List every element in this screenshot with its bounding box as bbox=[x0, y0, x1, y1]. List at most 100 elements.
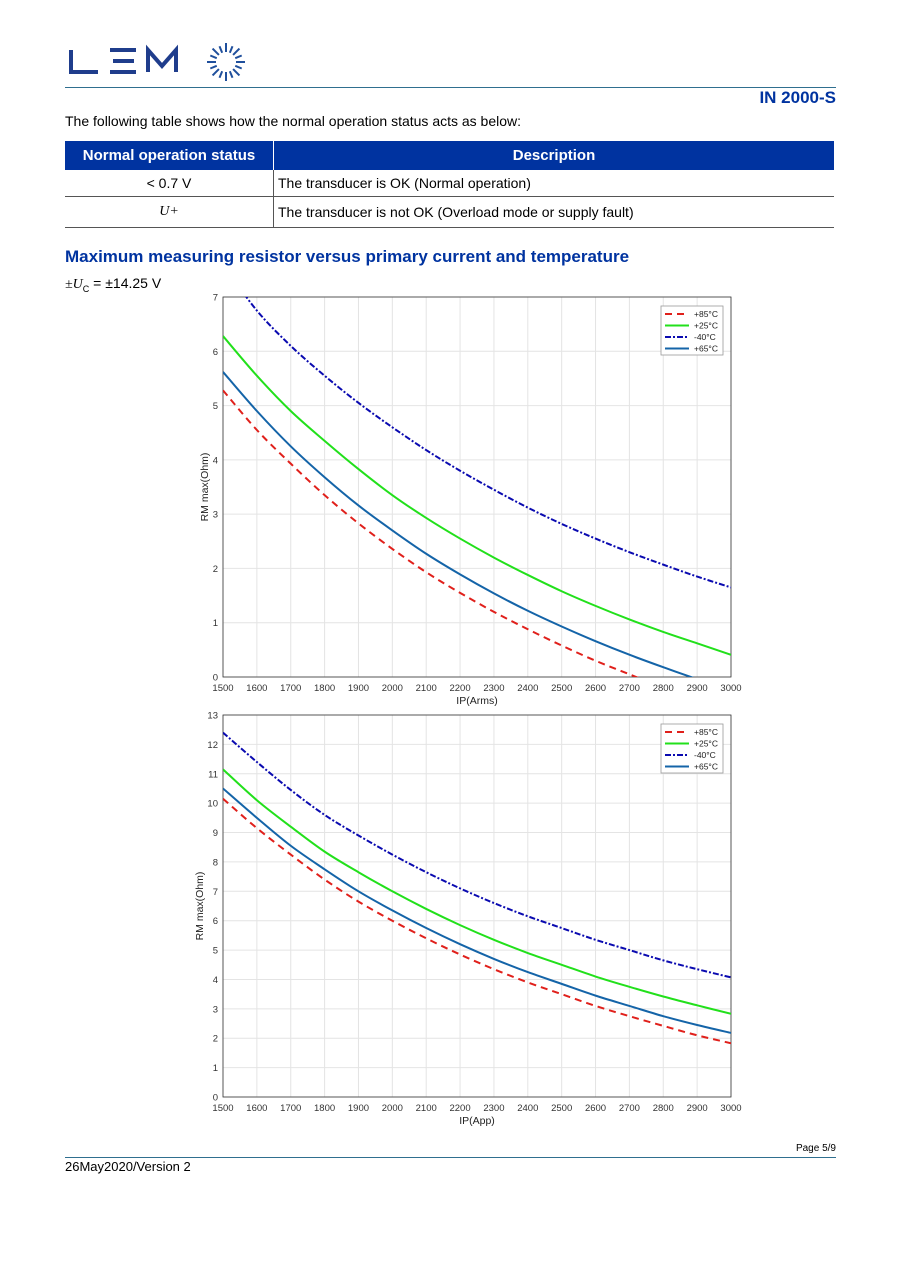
series-line-85C bbox=[223, 797, 731, 1045]
x-tick-label: 2300 bbox=[483, 1103, 504, 1114]
y-tick-label: 7 bbox=[213, 293, 218, 304]
page-number: Page 5/9 bbox=[795, 1143, 836, 1154]
plot-frame bbox=[222, 714, 732, 1098]
x-tick-label: 2700 bbox=[619, 683, 640, 694]
y-tick-label: 2 bbox=[213, 564, 218, 575]
x-tick-label: 2500 bbox=[551, 1103, 572, 1114]
y-tick-label: 6 bbox=[213, 916, 218, 927]
document-id: IN 2000-S bbox=[759, 88, 836, 107]
legend-label: +25°C bbox=[694, 739, 718, 749]
y-tick-label: 4 bbox=[213, 455, 218, 466]
x-tick-label: 2800 bbox=[653, 1103, 674, 1114]
y-tick-label: 10 bbox=[207, 799, 218, 810]
x-tick-label: 2900 bbox=[687, 1103, 708, 1114]
x-tick-label: 2700 bbox=[619, 1103, 640, 1114]
supply-symbol: ±U bbox=[65, 277, 83, 292]
logo-sun-ray bbox=[218, 45, 224, 54]
legend-label: -40°C bbox=[694, 750, 716, 760]
y-tick-label: 8 bbox=[213, 857, 218, 868]
y-axis-label: RM max(Ohm) bbox=[194, 872, 206, 941]
x-tick-label: 1700 bbox=[280, 1103, 301, 1114]
supply-value: = ±14.25 V bbox=[89, 275, 162, 291]
status-cell: U+ bbox=[65, 196, 274, 228]
legend-label: +65°C bbox=[694, 762, 718, 772]
logo-sun-ray bbox=[209, 64, 218, 70]
x-tick-label: 1500 bbox=[212, 1103, 233, 1114]
chart-rm-vs-ip-rms: 1500 1600 1700 1800 1900 2000 2100 2200 2300 2400… bbox=[199, 293, 742, 708]
x-tick-label: 2600 bbox=[585, 683, 606, 694]
series-line-25C bbox=[223, 768, 731, 1015]
y-tick-label: 6 bbox=[213, 347, 218, 358]
lem-logo bbox=[68, 42, 248, 89]
y-tick-label: 7 bbox=[213, 887, 218, 898]
x-tick-label: 1800 bbox=[314, 1103, 335, 1114]
table-row: < 0.7 V The transducer is OK (Normal oper… bbox=[65, 170, 834, 197]
series-line--40C bbox=[245, 297, 731, 589]
y-tick-label: 9 bbox=[213, 828, 218, 839]
x-tick-label: 3000 bbox=[720, 1103, 741, 1114]
x-tick-label: 2500 bbox=[551, 683, 572, 694]
x-tick-label: 2900 bbox=[687, 683, 708, 694]
logo-sun-ray bbox=[228, 70, 234, 79]
legend: +85°C +25°C-40°C +65°C bbox=[660, 305, 724, 356]
header-description: Description bbox=[273, 141, 834, 170]
intro-text: The following table shows how the normal… bbox=[65, 113, 522, 129]
header-status: Normal operation status bbox=[65, 141, 274, 170]
x-axis-label: IP(App) bbox=[459, 1115, 495, 1127]
series-line-25C bbox=[223, 335, 731, 656]
x-tick-label: 1800 bbox=[314, 683, 335, 694]
series-group bbox=[223, 297, 731, 677]
legend-label: -40°C bbox=[694, 332, 716, 342]
legend-label: +65°C bbox=[694, 344, 718, 354]
series-line-85C bbox=[223, 389, 639, 677]
y-tick-label: 5 bbox=[213, 946, 218, 957]
x-tick-label: 2600 bbox=[585, 1103, 606, 1114]
x-tick-label: 2400 bbox=[517, 1103, 538, 1114]
logo-sun-ray bbox=[234, 64, 243, 70]
series-line-65C bbox=[223, 787, 731, 1034]
x-tick-label: 2000 bbox=[382, 1103, 403, 1114]
y-tick-label: 2 bbox=[213, 1034, 218, 1045]
series-group bbox=[223, 731, 731, 1045]
section-title: Maximum measuring resistor versus primar… bbox=[65, 247, 630, 266]
chart-rm-vs-ip-peak: 1500 1600 1700 1800 1900 2000 2100 2200 2300 2400… bbox=[194, 711, 742, 1128]
table-row: U+ The transducer is not OK (Overload mod… bbox=[65, 196, 834, 228]
legend-label: +25°C bbox=[694, 321, 718, 331]
x-tick-label: 2200 bbox=[449, 1103, 470, 1114]
x-tick-label: 2100 bbox=[416, 683, 437, 694]
logo-sun-ray bbox=[211, 68, 220, 77]
description-cell: The transducer is OK (Normal operation) bbox=[273, 170, 834, 197]
x-tick-label: 2400 bbox=[517, 683, 538, 694]
legend: +85°C +25°C-40°C +65°C bbox=[660, 723, 724, 774]
description-cell: The transducer is not OK (Overload mode … bbox=[273, 196, 834, 228]
y-axis-label: RM max(Ohm) bbox=[199, 453, 211, 522]
y-tick-label: 3 bbox=[213, 1004, 218, 1015]
x-tick-label: 2300 bbox=[483, 683, 504, 694]
logo-sun-ray bbox=[232, 68, 241, 77]
x-tick-label: 1500 bbox=[212, 683, 233, 694]
legend-label: +85°C bbox=[694, 309, 718, 319]
series-line--40C bbox=[223, 731, 731, 979]
y-tick-label: 12 bbox=[207, 740, 218, 751]
x-tick-label: 1600 bbox=[246, 1103, 267, 1114]
y-tick-label: 11 bbox=[208, 769, 218, 780]
status-cell: < 0.7 V bbox=[65, 170, 274, 197]
supply-voltage: ±UC = ±14.25 V bbox=[65, 275, 161, 294]
y-tick-label: 4 bbox=[213, 975, 218, 986]
logo-sun-ray bbox=[228, 45, 234, 54]
y-tick-label: 3 bbox=[213, 510, 218, 521]
supply-subscript: C bbox=[82, 283, 90, 294]
plot-frame bbox=[222, 296, 732, 678]
x-tick-label: 2800 bbox=[653, 683, 674, 694]
y-tick-label: 5 bbox=[213, 401, 218, 412]
legend-label: +85°C bbox=[694, 727, 718, 737]
x-tick-label: 1900 bbox=[348, 683, 369, 694]
x-tick-label: 2000 bbox=[382, 683, 403, 694]
x-tick-label: 2200 bbox=[449, 683, 470, 694]
x-axis-label: IP(Arms) bbox=[456, 695, 497, 707]
status-table: Normal operation status Description < 0.7… bbox=[65, 141, 834, 228]
y-tick-label: 1 bbox=[213, 618, 218, 629]
x-tick-label: 3000 bbox=[720, 683, 741, 694]
y-tick-label: 13 bbox=[207, 711, 218, 722]
